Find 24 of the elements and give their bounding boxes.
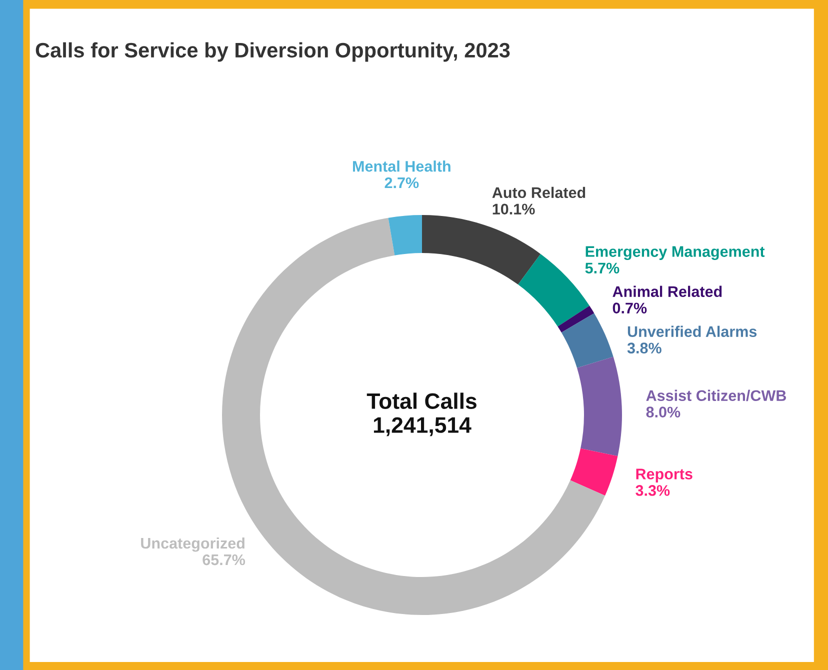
data-label: 8.0% (646, 406, 680, 418)
data-label: 65.7% (202, 554, 246, 566)
donut-slice (558, 306, 594, 333)
data-label: 0.7% (612, 302, 647, 314)
slice-label: Auto Related (492, 186, 586, 198)
slice-label: Uncategorized (141, 537, 244, 552)
slice-label: Assist Citizen/CWB (646, 390, 786, 402)
data-label: 3.3% (636, 485, 670, 496)
slice-label: Unverified Alarms (628, 326, 757, 338)
donut-slice (576, 356, 622, 456)
data-label: 5.7% (585, 262, 620, 274)
donut-slice (561, 313, 614, 368)
data-label: 10.1% (492, 204, 535, 215)
text: Total Calls 1,241,514 (366, 392, 476, 436)
slice-label: Mental Health (353, 160, 450, 172)
data-label: 3.8% (627, 342, 662, 354)
slice-label: Reports (636, 468, 692, 482)
chart-title: Calls for Service by Diversion Opportunity, 2023 (36, 42, 510, 62)
slice-label: Emergency Management (586, 246, 765, 260)
data-label: 2.7% (384, 177, 419, 188)
donut-slice (570, 448, 618, 496)
donut-slice (388, 215, 422, 256)
donut-slice (422, 215, 541, 285)
slice-label: Animal Related (612, 286, 722, 298)
